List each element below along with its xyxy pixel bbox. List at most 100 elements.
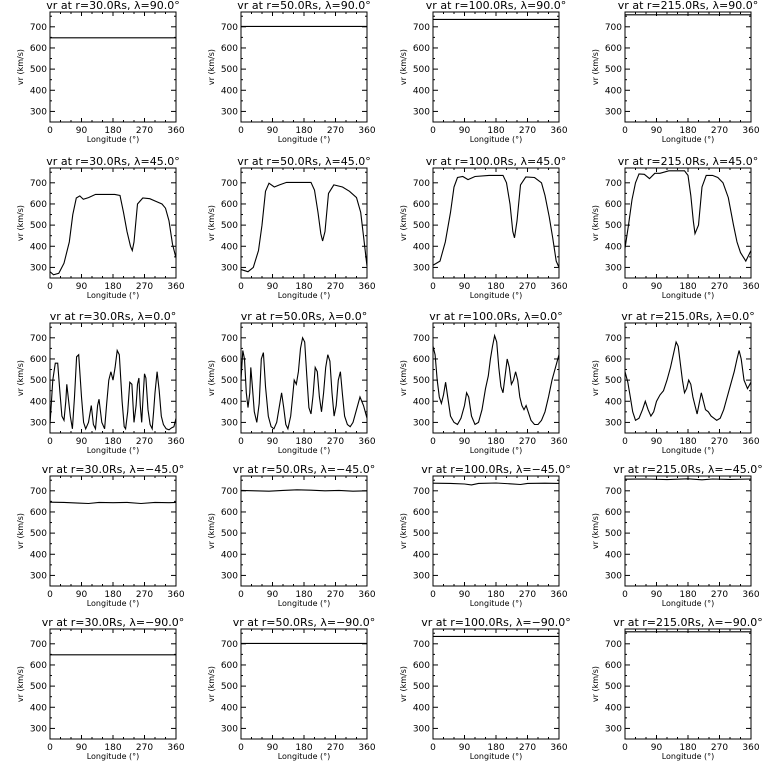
y-tick-label: 700: [413, 179, 430, 189]
y-axis-label: vr (km/s): [207, 49, 216, 85]
y-axis-label: vr (km/s): [207, 666, 216, 702]
x-tick-label: 0: [430, 590, 436, 600]
x-tick-label: 270: [519, 437, 536, 447]
y-tick-label: 400: [605, 397, 622, 407]
subplot-10: vr at r=50.0Rs, λ=0.0° 0 90 180 270 360 300 400…: [207, 310, 376, 455]
x-tick-label: 180: [104, 743, 121, 753]
x-axis-label: Longitude (°): [470, 752, 523, 761]
x-axis-label: Longitude (°): [87, 752, 140, 761]
y-tick-label: 600: [413, 355, 430, 365]
plot-frame: [432, 11, 560, 123]
chart-title: vr at r=215.0Rs, λ=−45.0°: [613, 463, 763, 476]
x-tick-label: 0: [622, 282, 628, 292]
x-tick-label: 180: [487, 126, 504, 136]
x-axis-label: Longitude (°): [470, 599, 523, 608]
x-tick-label: 360: [167, 437, 184, 447]
y-tick-label: 600: [605, 44, 622, 54]
y-tick-label: 400: [413, 242, 430, 252]
y-tick-label: 600: [413, 508, 430, 518]
y-axis-label: vr (km/s): [16, 666, 25, 702]
x-tick-label: 90: [76, 590, 88, 600]
plot-frame: [432, 167, 560, 279]
x-axis-label: Longitude (°): [470, 135, 523, 144]
plot-frame: [240, 11, 368, 123]
x-axis-label: Longitude (°): [662, 135, 715, 144]
x-axis-label: Longitude (°): [662, 599, 715, 608]
series-line: [625, 478, 751, 481]
x-tick-label: 360: [550, 126, 567, 136]
y-tick-label: 600: [605, 200, 622, 210]
x-tick-label: 270: [136, 282, 153, 292]
x-tick-label: 360: [167, 126, 184, 136]
y-axis-label: vr (km/s): [399, 49, 408, 85]
x-tick-label: 360: [742, 743, 759, 753]
y-tick-label: 300: [413, 263, 430, 273]
series-line: [241, 336, 367, 431]
y-tick-label: 300: [221, 107, 238, 117]
y-tick-label: 700: [413, 334, 430, 344]
x-tick-label: 270: [711, 743, 728, 753]
y-axis-label: vr (km/s): [591, 666, 600, 702]
plot-frame: [49, 11, 177, 123]
chart-title: vr at r=30.0Rs, λ=90.0°: [46, 0, 179, 12]
chart-title: vr at r=215.0Rs, λ=0.0°: [621, 310, 754, 323]
y-axis-label: vr (km/s): [16, 49, 25, 85]
x-axis-label: Longitude (°): [87, 446, 140, 455]
x-tick-label: 90: [267, 126, 279, 136]
y-tick-label: 700: [413, 487, 430, 497]
x-tick-label: 180: [487, 282, 504, 292]
x-tick-label: 180: [295, 126, 312, 136]
x-tick-label: 0: [238, 282, 244, 292]
y-tick-label: 600: [605, 355, 622, 365]
x-tick-label: 0: [47, 590, 53, 600]
y-tick-label: 300: [30, 263, 47, 273]
x-tick-label: 180: [679, 126, 696, 136]
x-tick-label: 180: [487, 743, 504, 753]
y-tick-label: 600: [30, 200, 47, 210]
y-tick-label: 600: [221, 508, 238, 518]
x-tick-label: 360: [167, 743, 184, 753]
subplot-7: vr at r=100.0Rs, λ=45.0° 0 90 180 270 360 300 4…: [399, 155, 568, 300]
y-tick-label: 700: [30, 487, 47, 497]
y-tick-label: 400: [221, 703, 238, 713]
x-tick-label: 360: [358, 126, 375, 136]
x-tick-label: 270: [327, 282, 344, 292]
y-tick-label: 700: [30, 640, 47, 650]
x-tick-label: 270: [519, 282, 536, 292]
y-tick-label: 300: [605, 107, 622, 117]
y-tick-label: 400: [605, 86, 622, 96]
chart-title: vr at r=50.0Rs, λ=0.0°: [241, 310, 367, 323]
y-tick-label: 500: [605, 529, 622, 539]
chart-title: vr at r=50.0Rs, λ=90.0°: [237, 0, 370, 12]
subplot-18: vr at r=50.0Rs, λ=−90.0° 0 90 180 270 360 300 4…: [207, 616, 376, 761]
x-tick-label: 360: [358, 743, 375, 753]
y-tick-label: 400: [221, 242, 238, 252]
x-axis-label: Longitude (°): [87, 291, 140, 300]
y-tick-label: 500: [30, 221, 47, 231]
y-tick-label: 700: [605, 179, 622, 189]
plot-frame: [240, 628, 368, 740]
x-tick-label: 360: [550, 282, 567, 292]
y-tick-label: 700: [221, 334, 238, 344]
x-tick-label: 360: [167, 282, 184, 292]
x-tick-label: 360: [742, 590, 759, 600]
y-tick-label: 700: [221, 179, 238, 189]
subplot-14: vr at r=50.0Rs, λ=−45.0° 0 90 180 270 360 300 4…: [207, 463, 376, 608]
x-tick-label: 270: [327, 126, 344, 136]
x-tick-label: 90: [267, 743, 279, 753]
x-tick-label: 180: [487, 437, 504, 447]
plot-frame: [240, 475, 368, 587]
plot-frame: [624, 167, 752, 279]
plot-frame: [432, 628, 560, 740]
subplot-4: vr at r=215.0Rs, λ=90.0° 0 90 180 270 360 300 4…: [591, 0, 760, 144]
x-tick-label: 90: [651, 590, 663, 600]
y-tick-label: 500: [30, 529, 47, 539]
series-line: [50, 501, 176, 505]
y-tick-label: 500: [413, 682, 430, 692]
x-tick-label: 270: [136, 743, 153, 753]
y-tick-label: 400: [30, 550, 47, 560]
x-tick-label: 360: [742, 126, 759, 136]
y-axis-label: vr (km/s): [207, 205, 216, 241]
x-axis-label: Longitude (°): [662, 752, 715, 761]
